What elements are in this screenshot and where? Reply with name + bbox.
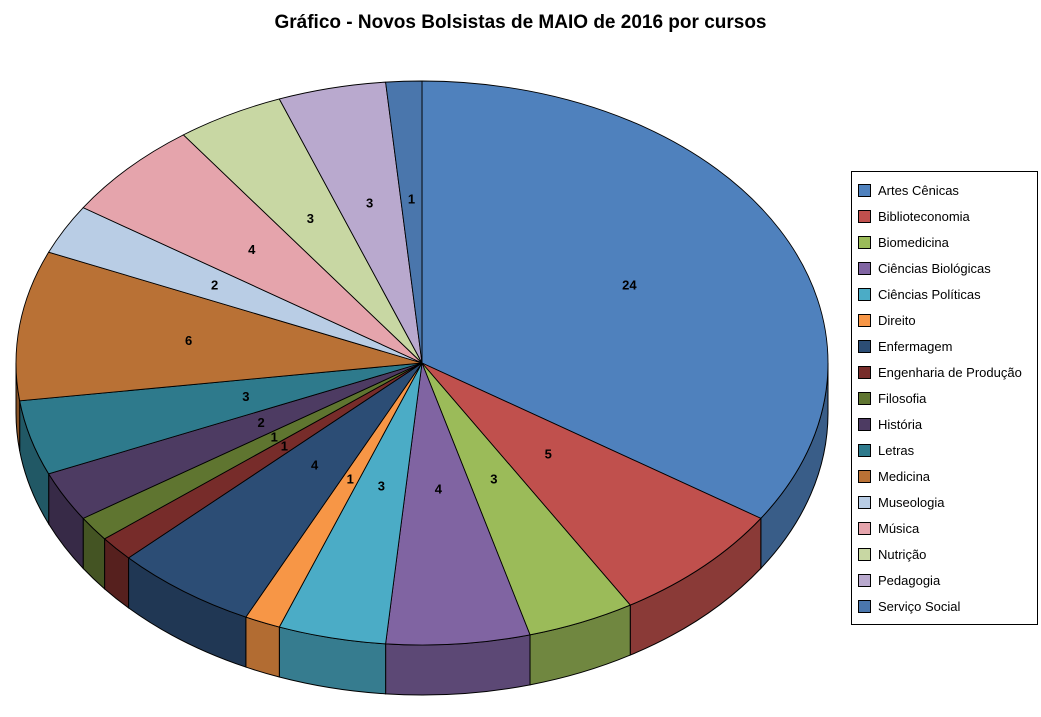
legend-swatch: [858, 261, 871, 275]
legend-label: Música: [878, 520, 920, 536]
chart-title: Gráfico - Novos Bolsistas de MAIO de 201…: [274, 12, 767, 33]
legend-label: Letras: [878, 442, 915, 458]
legend-item: Artes Cênicas: [858, 177, 1031, 203]
pie-value-label: 3: [307, 211, 314, 226]
pie-value-label: 4: [311, 458, 319, 473]
legend-swatch: [858, 235, 871, 249]
pie-value-label: 4: [248, 242, 256, 257]
legend-label: Nutrição: [878, 546, 927, 562]
pie-value-label: 2: [211, 277, 218, 292]
pie-slice: [421, 362, 762, 606]
legend-label: Ciências Políticas: [878, 286, 981, 302]
legend-item: Medicina: [858, 463, 1031, 489]
legend-label: Artes Cênicas: [878, 182, 959, 198]
pie-value-label: 3: [490, 472, 497, 487]
pie-slice: [421, 80, 829, 519]
pie-value-label: 1: [347, 472, 354, 487]
legend-swatch: [858, 313, 871, 327]
legend-swatch: [858, 339, 871, 353]
legend-swatch: [858, 495, 871, 509]
legend-item: Ciências Biológicas: [858, 255, 1031, 281]
legend-item: Serviço Social: [858, 593, 1031, 619]
legend-label: Biblioteconomia: [878, 208, 970, 224]
legend-label: Serviço Social: [878, 598, 961, 614]
legend-item: Letras: [858, 437, 1031, 463]
legend-label: Museologia: [878, 494, 945, 510]
legend-swatch: [858, 469, 871, 483]
pie-value-label: 24: [622, 277, 637, 292]
legend-swatch: [858, 547, 871, 561]
pie-value-label: 3: [366, 196, 373, 211]
legend-label: Pedagogia: [878, 572, 941, 588]
legend-swatch: [858, 521, 871, 535]
legend-swatch: [858, 209, 871, 223]
legend-item: Enfermagem: [858, 333, 1031, 359]
legend-label: Ciências Biológicas: [878, 260, 991, 276]
pie-value-label: 2: [257, 415, 264, 430]
pie-value-label: 1: [271, 430, 278, 445]
legend-item: Biomedicina: [858, 229, 1031, 255]
legend-item: Música: [858, 515, 1031, 541]
legend-swatch: [858, 443, 871, 457]
legend-item: Pedagogia: [858, 567, 1031, 593]
legend-item: Museologia: [858, 489, 1031, 515]
legend-item: Nutrição: [858, 541, 1031, 567]
pie-slice: [82, 134, 423, 364]
pie-value-label: 4: [435, 481, 443, 496]
pie-value-label: 3: [378, 479, 385, 494]
pie-value-label: 3: [242, 389, 249, 404]
legend-swatch: [858, 573, 871, 587]
legend-swatch: [858, 183, 871, 197]
legend-swatch: [858, 599, 871, 613]
legend-label: Medicina: [878, 468, 931, 484]
legend-item: Engenharia de Produção: [858, 359, 1031, 385]
legend-item: Direito: [858, 307, 1031, 333]
legend-label: Direito: [878, 312, 916, 328]
legend-swatch: [858, 391, 871, 405]
legend-item: Filosofia: [858, 385, 1031, 411]
pie-slice: [128, 362, 423, 618]
pie-slice: [385, 362, 531, 646]
legend-swatch: [858, 287, 871, 301]
legend-label: Enfermagem: [878, 338, 953, 354]
legend-item: História: [858, 411, 1031, 437]
legend-item: Ciências Políticas: [858, 281, 1031, 307]
legend-swatch: [858, 417, 871, 431]
pie-value-label: 1: [408, 192, 415, 207]
legend-label: Biomedicina: [878, 234, 949, 250]
legend: Artes Cênicas Biblioteconomia Biomedicina C…: [851, 171, 1038, 625]
legend-label: Engenharia de Produção: [878, 364, 1022, 380]
legend-swatch: [858, 365, 871, 379]
legend-item: Biblioteconomia: [858, 203, 1031, 229]
pie-slice: [15, 251, 423, 402]
pie-slice: [385, 80, 423, 364]
legend-label: Filosofia: [878, 390, 927, 406]
pie-value-label: 5: [545, 447, 552, 462]
pie-value-label: 6: [185, 333, 192, 348]
legend-label: História: [878, 416, 923, 432]
pie-value-label: 1: [281, 438, 288, 453]
